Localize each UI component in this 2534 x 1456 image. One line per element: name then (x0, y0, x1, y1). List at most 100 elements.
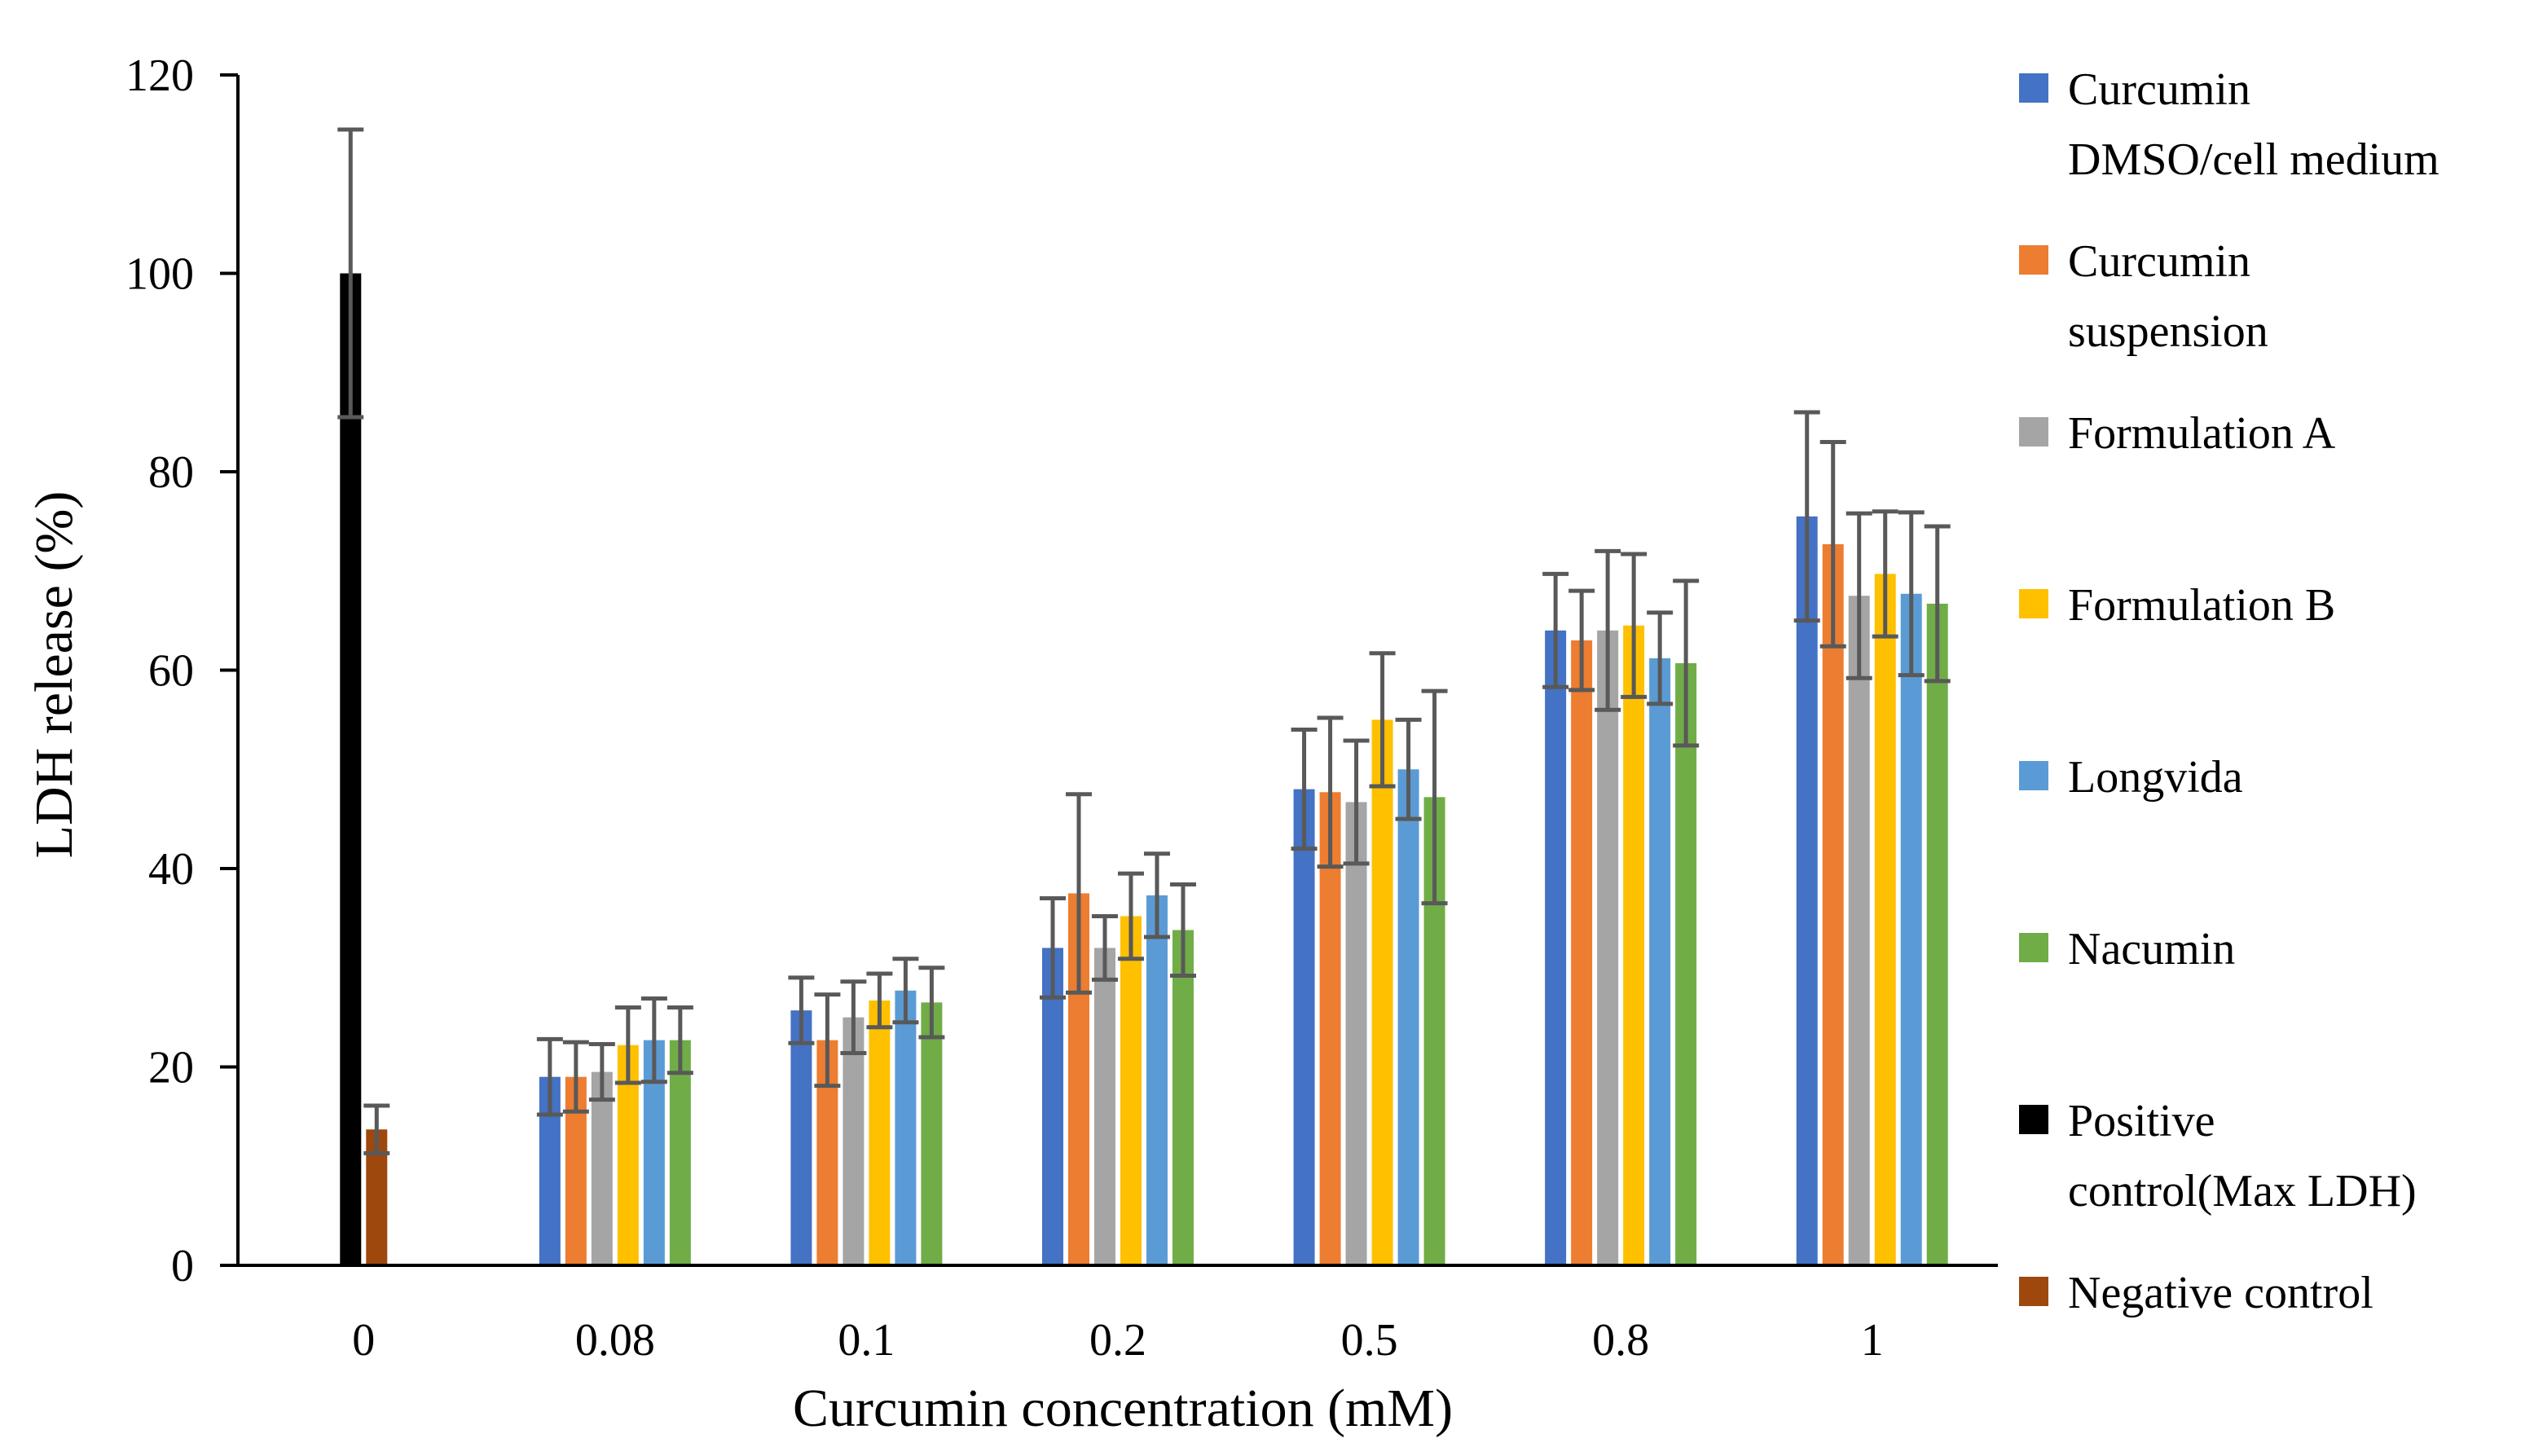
bar-formulation-a-0.8 (1597, 630, 1619, 1265)
legend-item: Nacumin (2019, 924, 2235, 974)
error-bar (1924, 524, 1951, 684)
x-tick-label: 0.2 (1089, 1315, 1146, 1366)
legend-label: Longvida (2068, 752, 2243, 803)
error-bar (1846, 511, 1872, 680)
x-tick-label: 0.5 (1341, 1315, 1398, 1366)
error-bar (666, 1005, 693, 1076)
error-bar (918, 966, 945, 1040)
legend-label: DMSO/cell medium (2068, 134, 2439, 185)
bar-curcumin-dmso-cell-medium-0.5 (1293, 789, 1315, 1265)
legend-label: suspension (2068, 306, 2268, 357)
error-bar (337, 127, 364, 420)
error-bar (1118, 871, 1144, 961)
error-bar (866, 971, 893, 1030)
bar-nacumin-1 (1926, 603, 1948, 1265)
error-bar (840, 979, 867, 1055)
error-bar (1066, 792, 1092, 995)
error-bar (892, 957, 919, 1025)
legend-swatch (2019, 1105, 2048, 1134)
error-bar (1343, 738, 1370, 866)
bar-formulation-a-0.08 (591, 1071, 613, 1265)
plot-area (337, 127, 1951, 1265)
bar-curcumin-dmso-cell-medium-0.2 (1042, 948, 1063, 1265)
bar-curcumin-dmso-cell-medium-0.8 (1545, 630, 1567, 1265)
error-bar (1819, 439, 1846, 649)
y-tick-label: 100 (125, 249, 194, 300)
legend-label: Nacumin (2068, 924, 2235, 974)
y-tick-label: 40 (148, 844, 194, 895)
y-axis-title: LDH release (%) (24, 491, 84, 859)
y-tick-label: 60 (148, 646, 194, 697)
error-bar (1421, 688, 1448, 906)
legend-item: Curcumin DMSO/cell medium (2019, 64, 2439, 185)
legend-item: Formulation B (2019, 580, 2335, 631)
error-bar (1040, 896, 1066, 1000)
legend-swatch (2019, 589, 2048, 618)
y-tick-label: 20 (148, 1043, 194, 1093)
bar-formulation-b-0.5 (1371, 719, 1393, 1265)
bar-nacumin-0.1 (921, 1002, 943, 1265)
error-bar (1092, 913, 1118, 982)
bar-longvida-0.2 (1146, 895, 1168, 1265)
axes: 0 0.08 0.1 0.2 0.5 0.8 1 0 20 40 60 80 100 120 (125, 51, 1998, 1366)
y-tick-label: 120 (125, 51, 194, 101)
bar-formulation-b-0.8 (1623, 625, 1645, 1265)
error-bar (1291, 728, 1318, 851)
error-bar (1369, 651, 1396, 789)
error-bar (1144, 851, 1170, 939)
legend-item: Curcumin suspension (2019, 236, 2268, 357)
error-bar (614, 1005, 641, 1085)
x-axis-title: Curcumin concentration (mM) (793, 1379, 1453, 1438)
legend-label: Curcumin (2068, 64, 2250, 115)
bar-curcumin-suspension-1 (1822, 543, 1844, 1265)
bar-formulation-a-0.5 (1345, 802, 1367, 1265)
legend-swatch (2019, 1277, 2048, 1306)
x-tick-label: 0 (352, 1315, 375, 1366)
error-bar (1898, 510, 1925, 678)
bar-longvida-0.1 (895, 990, 917, 1265)
bar-longvida-0.5 (1397, 769, 1419, 1265)
legend-item: Positive control(Max LDH) (2019, 1096, 2417, 1216)
error-bar (814, 992, 841, 1089)
x-tick-label: 0.1 (838, 1315, 895, 1366)
bar-curcumin-suspension-0.8 (1571, 640, 1593, 1265)
error-bar (1170, 882, 1196, 978)
bar-formulation-a-0.2 (1094, 948, 1115, 1265)
error-bar (1568, 588, 1595, 693)
legend-swatch (2019, 417, 2048, 446)
error-bar (640, 996, 667, 1084)
legend-item: Negative control (2019, 1268, 2373, 1318)
y-tick-label: 80 (148, 447, 194, 498)
bar-nacumin-0.08 (669, 1040, 691, 1265)
error-bar (1872, 509, 1898, 639)
legend-label: Negative control (2068, 1268, 2373, 1318)
bar-longvida-1 (1900, 593, 1922, 1265)
error-bar (1317, 715, 1344, 869)
bar-formulation-b-1 (1874, 574, 1896, 1265)
error-bar (1673, 578, 1700, 748)
error-bar (1395, 717, 1422, 821)
legend-label: Positive (2068, 1096, 2215, 1146)
bar-positive-control-max-ldh--0 (340, 273, 362, 1265)
bar-longvida-0.8 (1649, 658, 1671, 1265)
bar-formulation-a-1 (1848, 596, 1870, 1265)
error-bar (1621, 552, 1648, 699)
legend-item: Formulation A (2019, 408, 2336, 459)
legend-swatch (2019, 73, 2048, 103)
x-tick-label: 1 (1861, 1315, 1884, 1366)
error-bar (536, 1036, 563, 1117)
legend-swatch (2019, 933, 2048, 962)
legend-label: Formulation A (2068, 408, 2336, 459)
error-bar (562, 1040, 589, 1114)
legend-swatch (2019, 245, 2048, 275)
legend-swatch (2019, 761, 2048, 790)
bar-curcumin-dmso-cell-medium-0.1 (790, 1010, 812, 1265)
error-bar (1647, 610, 1674, 706)
bar-nacumin-0.8 (1675, 662, 1697, 1265)
legend-label: Curcumin (2068, 236, 2250, 287)
bar-nacumin-0.2 (1172, 930, 1194, 1265)
legend-label: Formulation B (2068, 580, 2335, 631)
bar-curcumin-dmso-cell-medium-1 (1796, 516, 1818, 1265)
bar-curcumin-suspension-0.5 (1319, 792, 1341, 1265)
